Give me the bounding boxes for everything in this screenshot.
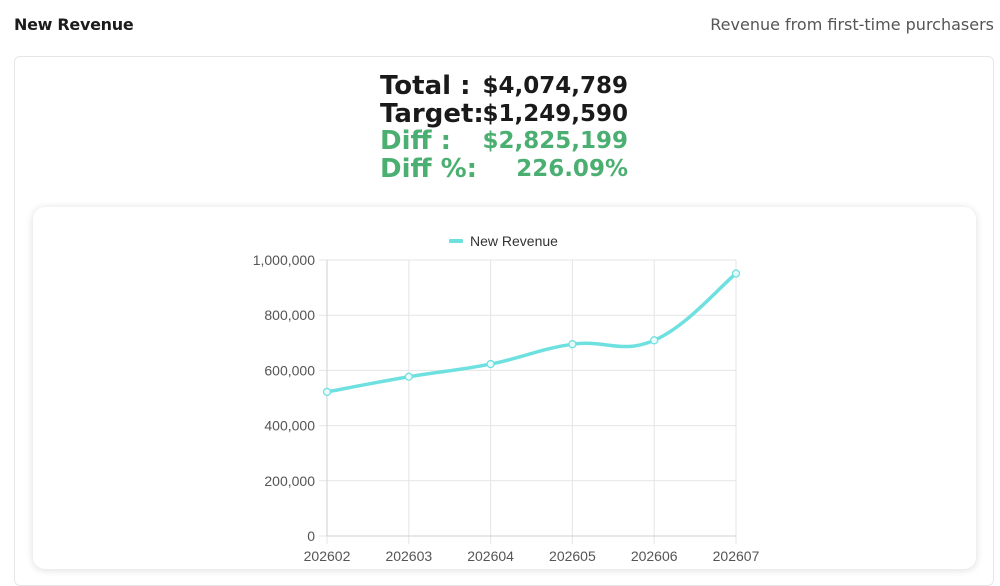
x-tick-label: 202605 [549, 548, 596, 564]
summary-block: Total : $4,074,789 Target: $1,249,590 Di… [380, 71, 640, 184]
y-tick-label: 200,000 [264, 473, 315, 489]
x-tick-label: 202606 [631, 548, 678, 564]
summary-value: 226.09% [516, 155, 628, 182]
summary-row-target: Target: $1,249,590 [380, 98, 640, 129]
series-line-new-revenue [325, 271, 738, 394]
summary-value: $1,249,590 [482, 100, 628, 127]
y-tick-label: 600,000 [264, 362, 315, 378]
y-tick-label: 1,000,000 [253, 252, 315, 268]
summary-row-diff: Diff : $2,825,199 [380, 126, 640, 156]
data-point [731, 269, 741, 278]
y-tick-label: 400,000 [264, 418, 315, 434]
x-tick-label: 202607 [713, 548, 760, 564]
data-point [486, 359, 495, 369]
summary-label: Diff %: [380, 153, 478, 184]
data-point [568, 340, 577, 349]
revenue-line-chart: 0 200,000 400,000 600,000 800,000 1,000,000 20… [253, 233, 760, 564]
summary-value: $4,074,789 [482, 73, 628, 99]
x-tick-label: 202602 [304, 548, 351, 564]
summary-value: $2,825,199 [482, 128, 628, 154]
chart-card: 0 200,000 400,000 600,000 800,000 1,000,000 20… [33, 207, 976, 569]
legend-swatch [449, 239, 463, 243]
legend-label: New Revenue [470, 233, 558, 249]
y-tick-label: 0 [307, 528, 315, 544]
x-tick-label: 202603 [385, 548, 432, 564]
summary-label: Total : [380, 71, 471, 101]
data-point [322, 387, 332, 397]
data-point [650, 336, 659, 345]
header: New Revenue Revenue from first-time purc… [0, 0, 1000, 52]
page-subtitle: Revenue from first-time purchasers [710, 15, 994, 34]
summary-row-total: Total : $4,074,789 [380, 71, 640, 101]
summary-label: Target: [380, 98, 484, 129]
y-tick-label: 800,000 [264, 307, 315, 323]
x-tick-label: 202604 [467, 548, 514, 564]
summary-row-diff-percent: Diff %: 226.09% [380, 153, 640, 184]
summary-label: Diff : [380, 126, 452, 156]
page-title: New Revenue [14, 15, 134, 34]
data-point [404, 372, 413, 381]
